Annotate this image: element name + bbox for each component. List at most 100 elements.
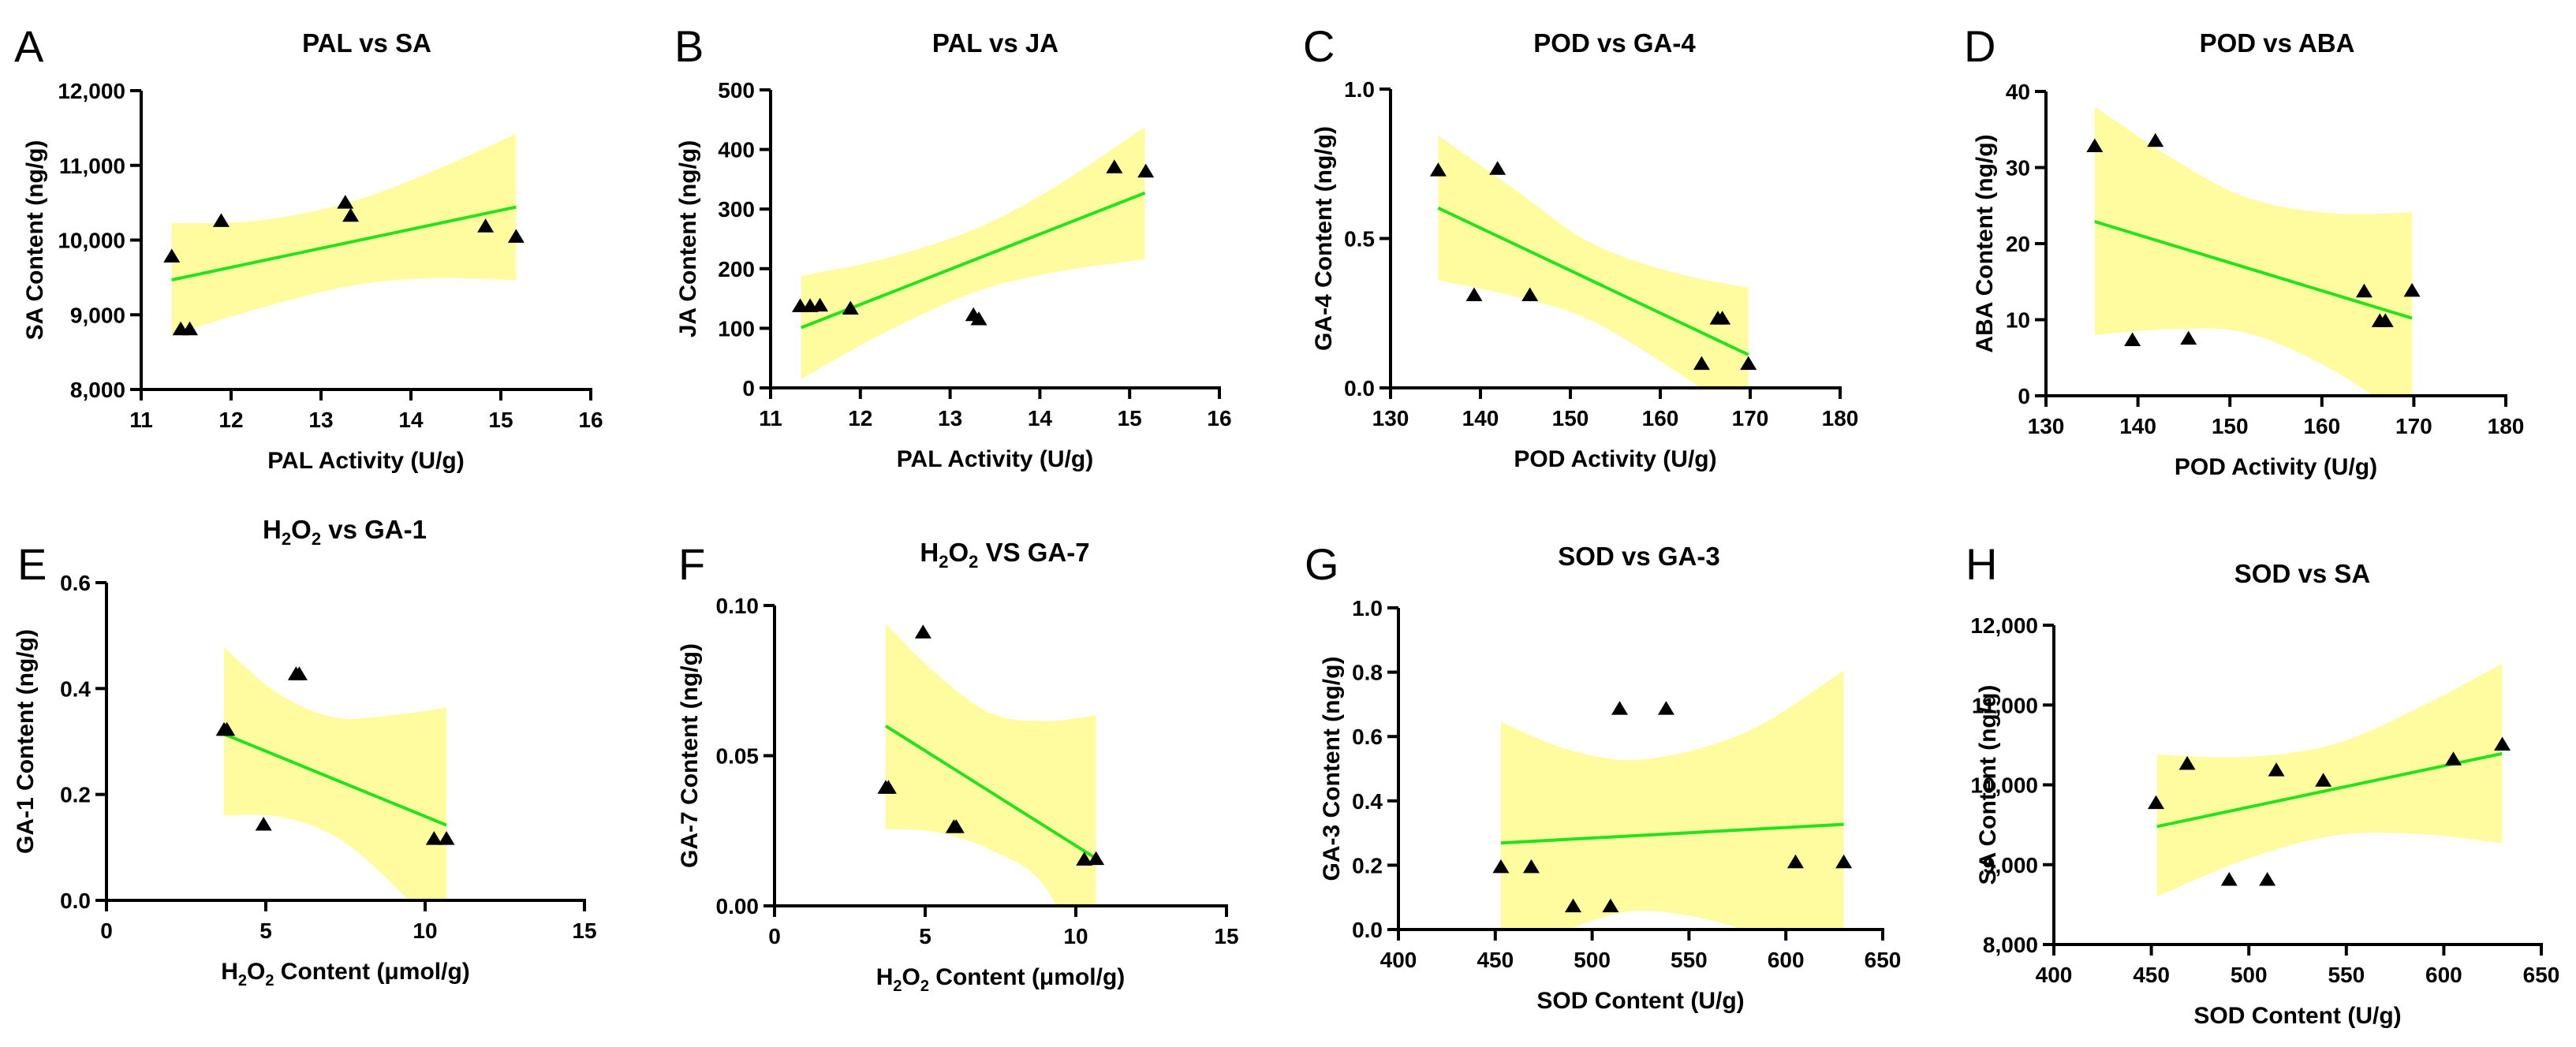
data-point — [2259, 871, 2276, 886]
regression-line — [2094, 220, 2413, 320]
y-tick-label: 10,000 — [1970, 773, 2038, 798]
data-point — [947, 819, 965, 833]
confidence-band — [1500, 670, 1844, 930]
data-point — [342, 207, 360, 222]
panel-a: A PAL vs SA 11 12 13 14 15 16 8,000 9,000 10,000 11… — [14, 21, 603, 474]
y-tick-label: 11,000 — [59, 154, 125, 178]
data-point — [255, 816, 272, 831]
data-point — [1492, 859, 1510, 874]
x-tick-label: 12 — [848, 406, 872, 430]
x-tick-label: 500 — [1574, 948, 1611, 972]
data-point — [2315, 773, 2332, 787]
y-tick-label: 9,000 — [70, 303, 125, 327]
data-point — [1602, 898, 1619, 913]
x-tick-label: 16 — [1207, 406, 1231, 430]
data-point — [2494, 736, 2511, 751]
data-point — [212, 213, 230, 227]
x-axis-label: PAL Activity (U/g) — [897, 446, 1093, 472]
x-tick-label: 13 — [308, 408, 333, 432]
data-point — [2147, 132, 2164, 147]
regression-line — [171, 205, 517, 281]
y-tick-label: 20 — [2006, 232, 2030, 256]
panel-g: G SOD vs GA-3 400 450 500 550 600 650 0.0 0.2 0.4 0… — [1305, 539, 1901, 1014]
panel-letter: C — [1303, 21, 1335, 71]
x-tick-label: 180 — [2488, 414, 2525, 438]
data-point — [1429, 162, 1447, 177]
y-tick-label: 0.6 — [1352, 725, 1383, 749]
y-tick-label: 0.2 — [1352, 853, 1383, 877]
y-tick-label: 200 — [718, 257, 755, 281]
data-point — [1522, 859, 1540, 874]
x-tick-label: 15 — [572, 918, 596, 943]
x-axis-label: H2​O2​ Content (μmol/g) — [221, 959, 470, 989]
data-point — [2148, 795, 2165, 810]
x-tick-label: 130 — [2028, 414, 2065, 438]
y-tick-label: 40 — [2006, 80, 2030, 104]
data-point — [218, 721, 236, 736]
data-point — [1088, 851, 1105, 866]
x-axis-label: SOD Content (U/g) — [2193, 1003, 2401, 1029]
y-tick-label: 0.0 — [60, 889, 91, 913]
x-tick-label: 180 — [1822, 406, 1859, 430]
x-tick-label: 16 — [578, 408, 603, 432]
data-point — [2086, 138, 2104, 152]
x-tick-label: 10 — [413, 918, 437, 943]
x-tick-label: 160 — [2303, 414, 2340, 438]
y-axis-label: GA-3 Content (ng/g) — [1319, 657, 1345, 881]
panel-letter: G — [1305, 539, 1339, 589]
data-point — [1521, 287, 1539, 302]
x-tick-label: 140 — [2119, 414, 2156, 438]
y-tick-label: 8,000 — [1983, 933, 2038, 957]
data-point — [1465, 287, 1483, 302]
chart-title: H2​O2​ VS GA-7 — [920, 538, 1089, 572]
y-tick-label: 0 — [2018, 384, 2030, 408]
panel-letter: F — [678, 539, 705, 589]
x-tick-label: 13 — [938, 406, 962, 430]
x-axis-label: H2​O2​ Content (μmol/g) — [876, 964, 1126, 995]
x-tick-label: 500 — [2231, 963, 2268, 987]
data-point — [812, 297, 829, 312]
y-tick-label: 10 — [2006, 308, 2030, 333]
confidence-band — [2094, 106, 2413, 396]
data-point — [438, 831, 455, 845]
data-point — [163, 248, 181, 263]
regression-line — [2156, 751, 2503, 829]
panel-letter: D — [1964, 21, 1995, 71]
x-axis-label: SOD Content (U/g) — [1536, 988, 1744, 1014]
y-axis-label: JA Content (ng/g) — [675, 140, 701, 338]
data-point — [1611, 701, 1628, 715]
confidence-band — [885, 623, 1096, 906]
chart-title: SOD vs GA-3 — [1558, 542, 1719, 571]
data-point — [337, 195, 354, 209]
confidence-band — [1438, 135, 1749, 388]
panel-b: B PAL vs JA 11 12 13 14 15 16 0 100 200 300 400 500 PA… — [674, 21, 1232, 472]
x-tick-label: 170 — [2395, 414, 2432, 438]
x-tick-label: 15 — [1214, 924, 1238, 948]
chart-title: H2​O2​ vs GA-1 — [263, 515, 427, 549]
data-point — [842, 300, 859, 315]
x-tick-label: 150 — [2212, 414, 2249, 438]
y-tick-label: 8,000 — [70, 378, 125, 402]
panel-c: C POD vs GA-4 130 140 150 160 170 180 0.0 0.5 1.0 P… — [1303, 21, 1858, 472]
x-tick-label: 0 — [768, 924, 781, 948]
data-point — [507, 229, 525, 243]
x-tick-label: 400 — [2036, 963, 2073, 987]
data-point — [2180, 330, 2197, 345]
y-tick-label: 1.0 — [1352, 596, 1383, 620]
x-tick-label: 650 — [1865, 948, 1902, 972]
data-point — [1137, 163, 1155, 178]
y-axis-label: ABA Content (ng/g) — [1972, 134, 1998, 352]
panel-letter: H — [1966, 539, 1997, 589]
y-tick-label: 0.05 — [716, 744, 760, 769]
y-tick-label: 12,000 — [58, 79, 125, 103]
y-tick-label: 0.0 — [1352, 918, 1383, 942]
data-point — [1835, 854, 1853, 869]
data-point — [425, 831, 442, 845]
data-point — [2376, 313, 2394, 327]
y-tick-label: 0.0 — [1344, 376, 1375, 401]
chart-title: PAL vs JA — [932, 28, 1058, 58]
x-tick-label: 600 — [1768, 948, 1805, 972]
data-point — [2220, 871, 2238, 886]
y-axis-label: SA Content (ng/g) — [22, 140, 48, 341]
